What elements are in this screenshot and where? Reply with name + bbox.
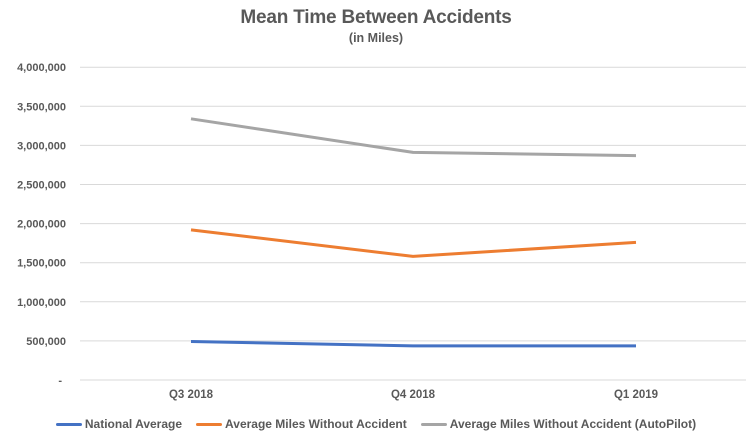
legend-label: National Average bbox=[84, 417, 183, 431]
legend-line-swatch-icon bbox=[196, 422, 223, 426]
y-axis-tick-label: 4,000,000 bbox=[17, 62, 66, 74]
y-axis-tick-label: 2,000,000 bbox=[17, 219, 66, 231]
x-axis-label: Q4 2018 bbox=[391, 389, 436, 401]
series-line-average-miles-without-accident bbox=[190, 228, 637, 258]
legend: National Average Average Miles Without Ac… bbox=[0, 417, 752, 431]
y-axis-tick-label: 1,500,000 bbox=[17, 258, 66, 270]
legend-item-average-miles-without-accident: Average Miles Without Accident bbox=[196, 417, 407, 431]
legend-label: Average Miles Without Accident (AutoPilo… bbox=[449, 417, 697, 431]
legend-label: Average Miles Without Accident bbox=[225, 417, 407, 431]
y-axis-tick-label: - bbox=[58, 375, 62, 387]
y-axis-tick-label: 3,000,000 bbox=[17, 140, 66, 152]
series-line-average-miles-without-accident-autopilot bbox=[190, 117, 637, 158]
y-axis-tick-label: 2,500,000 bbox=[17, 180, 66, 192]
chart-title: Mean Time Between Accidents bbox=[240, 7, 512, 28]
y-axis-tick-label: 3,500,000 bbox=[17, 101, 66, 113]
legend-line-swatch-icon bbox=[420, 422, 447, 426]
x-axis-label: Q3 2018 bbox=[169, 389, 214, 401]
y-axis-tick-label: 500,000 bbox=[26, 336, 66, 348]
legend-line-swatch-icon bbox=[55, 422, 82, 426]
x-axis-label: Q1 2019 bbox=[614, 389, 658, 401]
legend-item-average-miles-without-accident-autopilot: Average Miles Without Accident (AutoPilo… bbox=[420, 417, 697, 431]
legend-item-national-average: National Average bbox=[55, 417, 183, 431]
series-line-national-average bbox=[190, 340, 636, 348]
y-axis-tick-label: 1,000,000 bbox=[17, 297, 66, 309]
chart-subtitle: (in Miles) bbox=[348, 31, 404, 45]
